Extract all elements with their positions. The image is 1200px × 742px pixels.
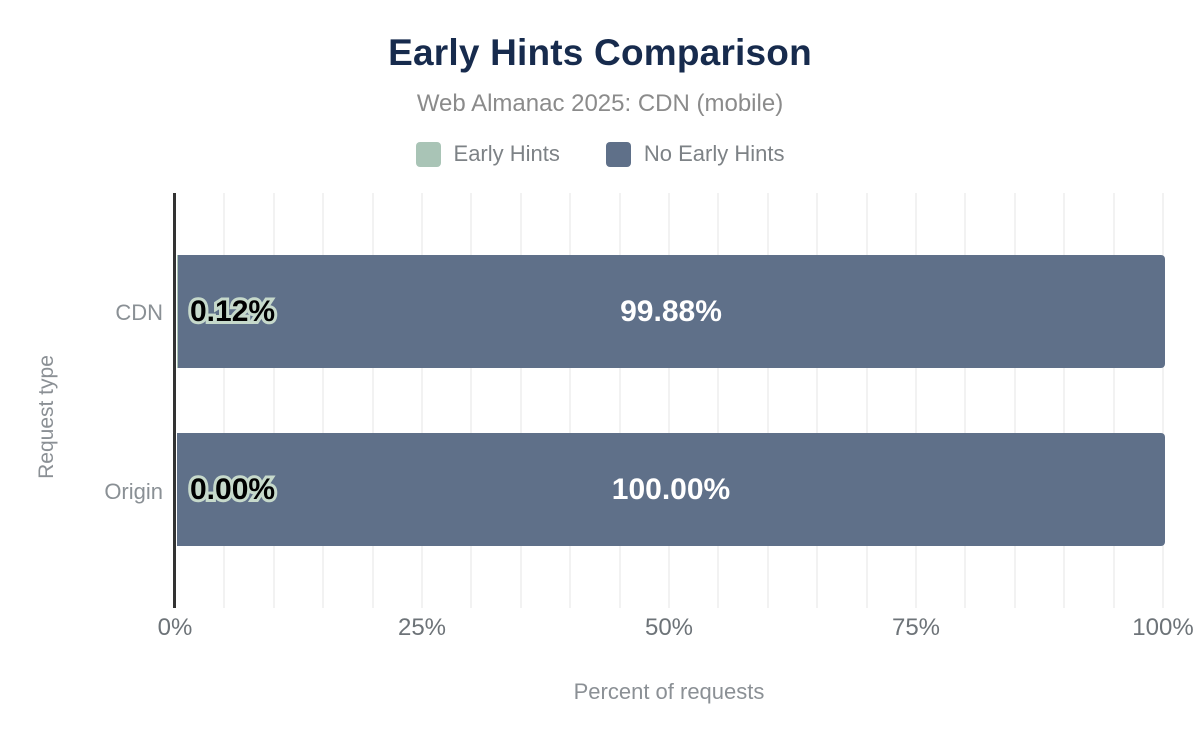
legend-item-no-early-hints: No Early Hints (605, 141, 785, 167)
x-axis-ticks: 0% 25% 50% 75% 100% (158, 614, 1194, 644)
y-axis-title-text: Request type (35, 355, 58, 479)
bar-value-text: 0.00% (190, 472, 276, 506)
bar-value-text: 0.12% (190, 294, 276, 328)
legend-swatch-no-early-hints (605, 141, 631, 167)
bar-value-origin-early-hints: 0.00% 0.00% (187, 471, 278, 507)
bar-segment-origin-no-early-hints[interactable] (177, 433, 1165, 546)
x-tick-label-0: 0% (157, 614, 193, 641)
legend-item-early-hints: Early Hints (415, 141, 560, 167)
y-tick-label-cdn: CDN (115, 300, 163, 325)
x-tick-label-25: 25% (397, 614, 447, 641)
bar-row-cdn: 0.12% 0.12% 99.88% (177, 255, 1165, 368)
bar-value-halo: 0.00% (187, 471, 278, 507)
legend-swatch-early-hints (415, 141, 441, 167)
x-tick-label-75: 75% (891, 614, 941, 641)
chart-title: Early Hints Comparison (388, 32, 812, 73)
legend-label-early-hints: Early Hints (453, 141, 560, 166)
y-tick-label-origin: Origin (104, 479, 163, 504)
plot-area: 0.12% 0.12% 99.88% 0.00% 0.00% 100.00% (173, 193, 1165, 608)
bar-value-halo: 0.12% (187, 293, 278, 329)
bar-row-origin: 0.00% 0.00% 100.00% (177, 433, 1165, 546)
bar-value-origin-no-early-hints: 100.00% (611, 472, 731, 506)
bar-segment-cdn-early-hints[interactable] (177, 255, 179, 368)
x-tick-label-50: 50% (644, 614, 694, 641)
x-tick-label-100: 100% (1132, 614, 1194, 641)
bar-value-cdn-early-hints: 0.12% 0.12% (187, 293, 278, 329)
legend: Early Hints No Early Hints (0, 141, 1200, 167)
bar-segment-cdn-no-early-hints[interactable] (178, 255, 1165, 368)
y-axis-line (173, 193, 176, 608)
x-axis-title: Percent of requests (573, 679, 765, 704)
bar-value-cdn-no-early-hints: 99.88% (620, 294, 722, 328)
chart-subtitle: Web Almanac 2025: CDN (mobile) (416, 90, 784, 117)
legend-label-no-early-hints: No Early Hints (643, 141, 785, 166)
